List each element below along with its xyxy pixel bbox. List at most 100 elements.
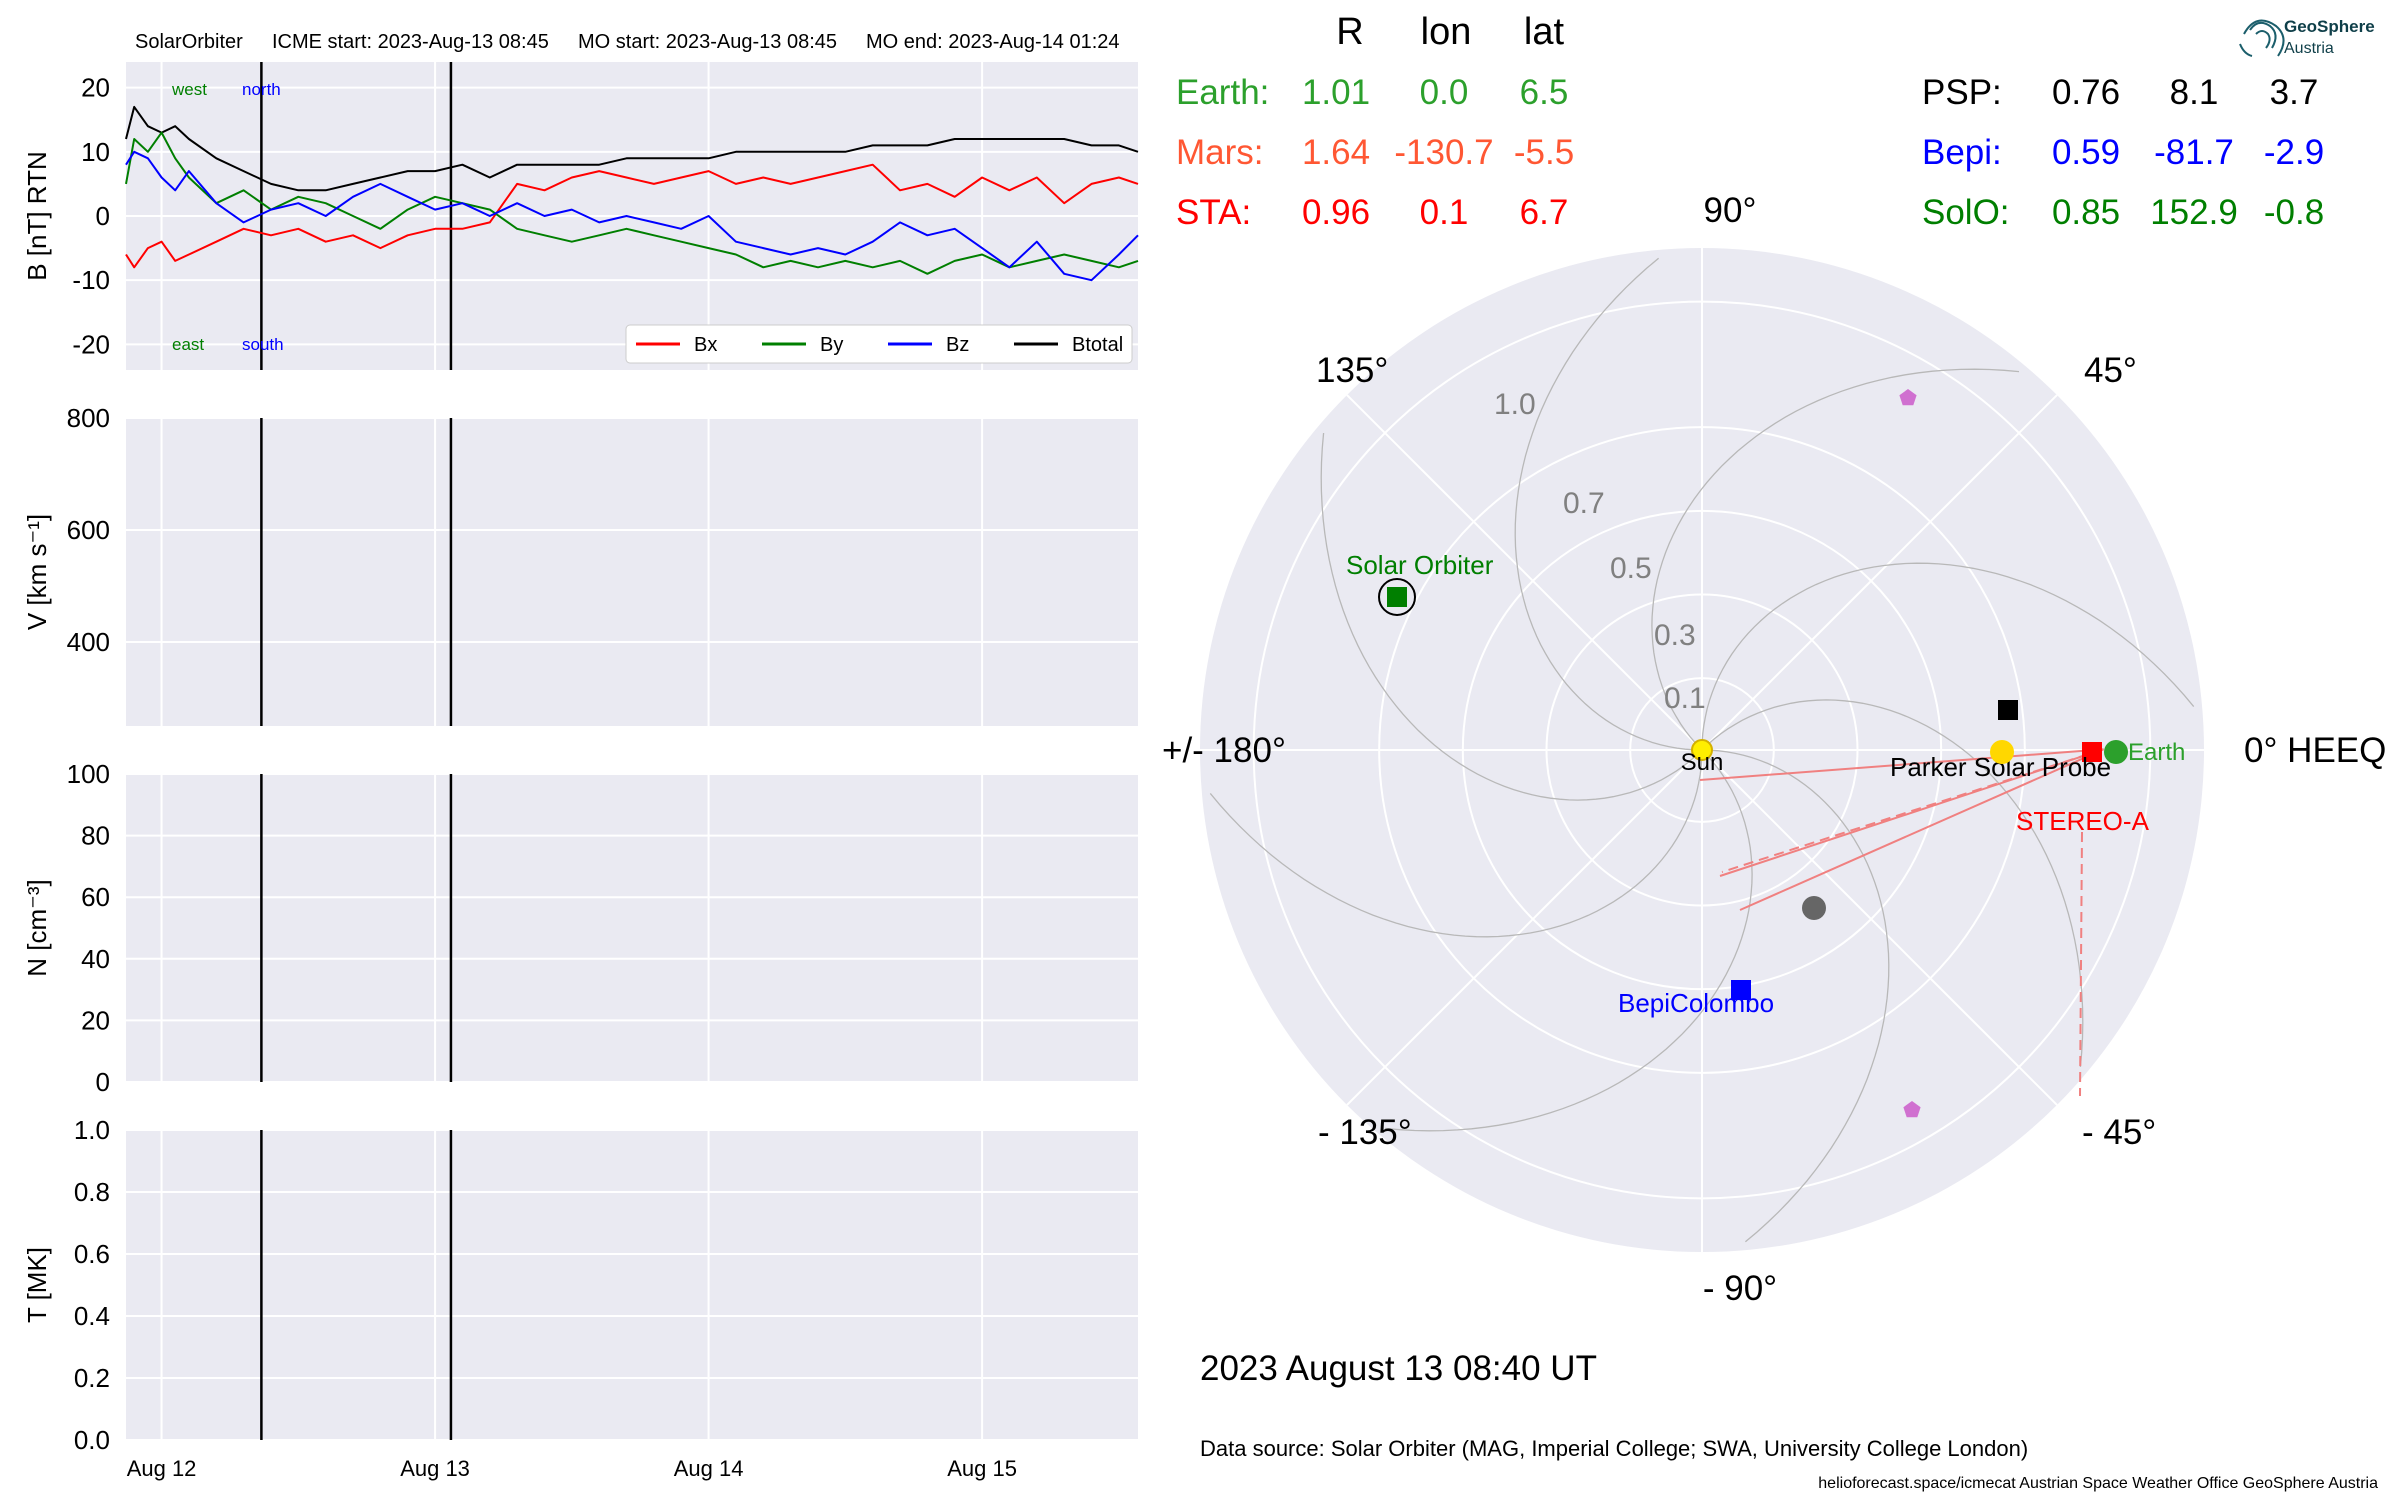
propagation-line [1739, 748, 2105, 911]
angular-gridline [1701, 394, 2058, 751]
panel-background [126, 1130, 1138, 1440]
radial-tick-label: 0.7 [1563, 487, 1605, 520]
row-lon: 0.1 [1420, 193, 1469, 232]
solar-orbiter-label: Solar Orbiter [1346, 550, 1494, 580]
time-series-panels: -20 -10 0 10 20 B [nT] RTN west north east south B… [22, 62, 1139, 1481]
bepicolombo-label: BepiColombo [1618, 988, 1774, 1018]
logo-line2: Austria [2284, 40, 2334, 57]
row-lon: -130.7 [1394, 133, 1493, 172]
angle-label-degm90: - 90° [1703, 1269, 1777, 1308]
row-lat: 6.7 [1520, 193, 1569, 232]
radial-tick-label: 0.1 [1664, 682, 1706, 715]
parker-spiral [1701, 562, 2195, 742]
y-axis-label: T [MK] [22, 1247, 52, 1323]
y-tick-label: 10 [81, 137, 110, 167]
series-bx-line [125, 163, 1139, 269]
panel-1: -20 -10 0 10 20 B [nT] RTN west north east south B… [22, 62, 1139, 370]
body-marker-7 [1802, 896, 1826, 920]
y-tick-label: 20 [81, 73, 110, 103]
panel-background [126, 774, 1138, 1082]
table-header: R [1336, 11, 1363, 53]
table-row: Earth: 1.01 0.0 6.5 [1176, 73, 1568, 112]
parker-spiral [1707, 699, 2084, 1068]
row-lat: -5.5 [1514, 133, 1574, 172]
legend: Bx By Bz Btotal [625, 324, 1133, 364]
propagation-line-dashed [2079, 831, 2083, 1097]
body-marker-6 [1990, 740, 2014, 764]
table-row: SolO: 0.85 152.9 -0.8 [1922, 193, 2324, 232]
table-header: lat [1524, 11, 1565, 53]
angular-gridline [1701, 749, 2058, 1106]
angle-label-degm45: - 45° [2082, 1113, 2156, 1152]
y-tick-label: 400 [67, 627, 110, 657]
row-name: STA: [1176, 193, 1251, 232]
series-btotal-line [125, 105, 1139, 192]
row-r: 0.59 [2052, 133, 2120, 172]
panel-2: 400 600 800 V [km s⁻¹] [22, 403, 1138, 726]
header-mo-start: MO start: 2023-Aug-13 08:45 [578, 31, 837, 53]
y-axis-label: B [nT] RTN [22, 151, 52, 281]
x-tick-label: Aug 13 [400, 1456, 470, 1481]
x-tick-label: Aug 14 [674, 1456, 744, 1481]
row-lat: -2.9 [2264, 133, 2324, 172]
y-tick-label: 0.2 [74, 1363, 110, 1393]
angle-label-deg90: 90° [1704, 191, 1757, 230]
row-r: 0.76 [2052, 73, 2120, 112]
date-label: 2023 August 13 08:40 UT [1200, 1349, 1597, 1388]
y-axis-label: V [km s⁻¹] [22, 514, 52, 630]
legend-label: By [820, 334, 843, 356]
fingerprint-swirl-icon [2239, 19, 2285, 57]
series-bz-line [125, 150, 1139, 282]
panel-3: 0 20 40 60 80 100 N [cm⁻³] [22, 759, 1138, 1097]
x-tick-label: Aug 12 [127, 1456, 197, 1481]
propagation-line-dashed [1721, 748, 2104, 873]
stereo-a-marker [2082, 742, 2102, 762]
angle-label-deg135: 135° [1316, 351, 1388, 390]
row-lon: 152.9 [2150, 193, 2238, 232]
header-mo-end: MO end: 2023-Aug-14 01:24 [866, 31, 1120, 53]
row-name: Earth: [1176, 73, 1269, 112]
y-tick-label: 0.8 [74, 1177, 110, 1207]
header-icme-start: ICME start: 2023-Aug-13 08:45 [272, 31, 549, 53]
legend-label: Bx [694, 334, 717, 356]
row-lon: 8.1 [2170, 73, 2219, 112]
angular-gridline [1346, 394, 1703, 751]
y-tick-label: 20 [81, 1005, 110, 1035]
footer-credits: helioforecast.space/icmecat Austrian Spa… [1818, 1475, 2378, 1492]
body-marker-9 [1903, 1101, 1921, 1118]
y-tick-label: 0.4 [74, 1301, 110, 1331]
header-spacecraft: SolarOrbiter [135, 31, 243, 53]
label-west: west [171, 80, 207, 99]
y-tick-label: 40 [81, 944, 110, 974]
earth-marker [2104, 740, 2128, 764]
angle-label-deg0: 0° HEEQ [2244, 731, 2386, 770]
row-r: 0.85 [2052, 193, 2120, 232]
legend-label: Btotal [1072, 334, 1123, 356]
parker-spiral [1384, 755, 1753, 1132]
legend-label: Bz [946, 334, 969, 356]
y-tick-label: 60 [81, 882, 110, 912]
row-name: Bepi: [1922, 133, 2002, 172]
table-row: Bepi: 0.59 -81.7 -2.9 [1922, 133, 2324, 172]
y-tick-label: -20 [72, 329, 110, 359]
label-north: north [242, 80, 281, 99]
geosphere-logo: GeoSphere Austria [2239, 17, 2375, 57]
angle-label-deg45: 45° [2084, 351, 2137, 390]
panel-4: 0.0 0.2 0.4 0.6 0.8 1.0 T [MK] [22, 1115, 1138, 1455]
panel-background [126, 418, 1138, 726]
row-r: 1.64 [1302, 133, 1370, 172]
radial-tick-label: 0.3 [1654, 619, 1696, 652]
y-tick-label: 0 [96, 1067, 110, 1097]
parker-spiral [1320, 432, 1697, 801]
row-name: Mars: [1176, 133, 1264, 172]
row-r: 1.01 [1302, 73, 1370, 112]
y-tick-label: 0 [96, 201, 110, 231]
legend-box [625, 324, 1133, 364]
parker-spiral [1514, 257, 1694, 751]
logo-line1: GeoSphere [2284, 17, 2375, 36]
polar-position-plot: 0.1 0.3 0.50.7 1.0 0° HEEQ 45° 90° 135° +/- 180°… [1162, 191, 2386, 1308]
earth-label: Earth [2128, 739, 2185, 766]
table-row: PSP: 0.76 8.1 3.7 [1922, 73, 2318, 112]
row-lat: -0.8 [2264, 193, 2324, 232]
